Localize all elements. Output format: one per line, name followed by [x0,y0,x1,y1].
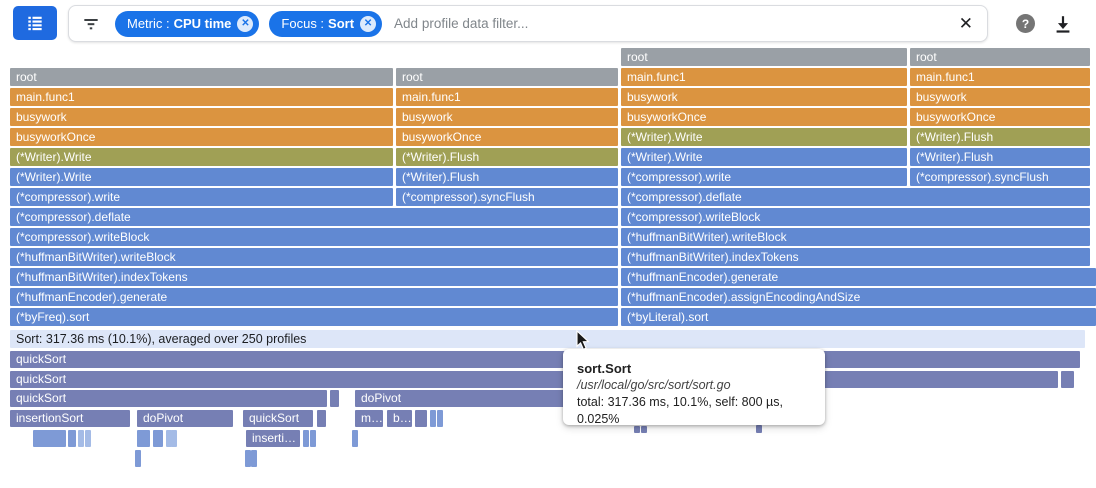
chip-close-icon[interactable]: ✕ [237,15,254,32]
flame-cell[interactable]: by… [387,410,412,427]
chip-close-icon[interactable]: ✕ [360,15,377,32]
flame-cell[interactable]: busyworkOnce [910,108,1090,126]
flame-cell[interactable]: main.func1 [621,68,907,86]
flame-cell[interactable]: busywork [396,108,618,126]
tooltip-function-name: sort.Sort [577,361,632,376]
filter-chip-metric[interactable]: Metric : CPU time ✕ [115,10,260,37]
flame-cell[interactable]: (*Writer).Write [621,128,907,146]
flame-cell[interactable]: (*byLiteral).sort [621,308,1096,326]
flame-cell[interactable]: (*byFreq).sort [10,308,618,326]
flame-cell-fragment[interactable] [641,426,647,433]
mouse-cursor [576,330,590,351]
download-icon[interactable] [1052,13,1074,35]
flame-cell[interactable]: (*Writer).Flush [396,148,618,166]
filter-bar: Metric : CPU time ✕ Focus : Sort ✕ ✕ [68,5,988,42]
flame-cell[interactable]: (*Writer).Write [621,148,907,166]
flame-cell[interactable]: (*compressor).write [621,168,907,186]
help-icon[interactable]: ? [1016,14,1035,33]
tooltip-stats: total: 317.36 ms, 10.1%, self: 800 µs, 0… [577,395,783,426]
flame-cell[interactable]: (*huffmanBitWriter).writeBlock [10,248,618,266]
flame-cell[interactable]: busywork [910,88,1090,106]
flame-cell-fragment[interactable] [330,390,339,407]
flame-cell-fragment[interactable] [303,430,309,447]
list-icon [28,16,42,31]
flame-cell-fragment[interactable] [245,450,251,467]
flame-cell[interactable]: (*Writer).Flush [910,148,1090,166]
flame-cell[interactable]: quickSort [10,351,1080,368]
flame-cell[interactable]: (*compressor).syncFlush [396,188,618,206]
flame-cell-fragment[interactable] [137,430,150,447]
flame-cell[interactable]: (*huffmanBitWriter).indexTokens [621,248,1090,266]
chip-label: Metric : [127,16,170,31]
flame-cell[interactable]: (*compressor).writeBlock [621,208,1090,226]
flame-cell[interactable]: me… [355,410,383,427]
tooltip: sort.Sort /usr/local/go/src/sort/sort.go… [563,349,825,426]
flame-cell[interactable]: busyworkOnce [10,128,393,146]
flame-cell[interactable]: (*huffmanEncoder).generate [621,268,1096,286]
flame-cell[interactable]: quickSort [243,410,313,427]
flame-cell[interactable]: root [396,68,618,86]
toolbar: Metric : CPU time ✕ Focus : Sort ✕ ✕ ? [0,0,1096,47]
flame-cell[interactable]: main.func1 [396,88,618,106]
flame-cell[interactable]: main.func1 [910,68,1090,86]
flame-cell-fragment[interactable] [85,430,91,447]
flame-cell-fragment[interactable] [634,426,640,433]
flame-cell-fragment[interactable] [78,430,84,447]
flame-cell-fragment[interactable] [430,410,436,427]
flame-cell[interactable]: main.func1 [10,88,393,106]
profile-list-button[interactable] [13,6,57,40]
flame-cell-fragment[interactable] [171,430,177,447]
flame-cell[interactable]: busywork [10,108,393,126]
flame-cell[interactable]: (*huffmanBitWriter).indexTokens [10,268,618,286]
flame-cell[interactable]: (*huffmanBitWriter).writeBlock [621,228,1090,246]
flame-cell[interactable]: root [10,68,393,86]
flame-cell[interactable]: root [621,48,907,66]
flame-cell-fragment[interactable] [33,430,66,447]
flame-cell[interactable]: (*compressor).write [10,188,393,206]
flame-cell-fragment[interactable] [153,430,163,447]
flame-cell-fragment[interactable] [68,430,76,447]
flame-cell[interactable]: busyworkOnce [396,128,618,146]
flame-cell[interactable]: quickSort [10,390,327,407]
flame-cell[interactable]: (*Writer).Write [10,148,393,166]
flame-cell-fragment[interactable] [1061,371,1074,388]
flame-cell[interactable]: doPivot [137,410,233,427]
filter-list-icon[interactable] [81,14,101,34]
flame-cell-fragment[interactable] [135,450,141,467]
tooltip-source-path: /usr/local/go/src/sort/sort.go [577,378,731,392]
chip-value: CPU time [173,16,232,31]
flame-cell-fragment[interactable] [317,410,326,427]
flame-cell[interactable]: (*compressor).writeBlock [10,228,618,246]
chip-label: Focus : [281,16,325,31]
flame-cell-fragment[interactable] [415,410,427,427]
filter-input[interactable] [392,15,949,32]
flame-cell[interactable]: insertionSort [10,410,130,427]
flame-cell[interactable]: (*Writer).Flush [396,168,618,186]
flame-cell[interactable]: (*huffmanEncoder).generate [10,288,618,306]
flame-cell-fragment[interactable] [310,430,316,447]
flame-cell[interactable]: busyworkOnce [621,108,907,126]
flame-cell[interactable]: (*Writer).Flush [910,128,1090,146]
chip-value: Sort [328,16,355,31]
flame-cell[interactable]: (*compressor).deflate [621,188,1090,206]
flame-cell[interactable]: (*Writer).Write [10,168,393,186]
filter-chip-focus[interactable]: Focus : Sort ✕ [269,10,383,37]
flame-cell[interactable]: (*huffmanEncoder).assignEncodingAndSize [621,288,1096,306]
flame-cell[interactable]: quickSort [10,371,1058,388]
flame-cell[interactable]: Sort: 317.36 ms (10.1%), averaged over 2… [10,330,1085,348]
flame-cell-fragment[interactable] [437,410,443,427]
flame-cell[interactable]: root [910,48,1090,66]
flame-cell-fragment[interactable] [251,450,257,467]
flame-cell-fragment[interactable] [756,425,762,433]
flame-cell[interactable]: busywork [621,88,907,106]
flame-cell-fragment[interactable] [166,430,172,447]
flame-cell[interactable]: (*compressor).syncFlush [910,168,1090,186]
clear-filters-icon[interactable]: ✕ [958,13,973,33]
flame-cell[interactable]: (*compressor).deflate [10,208,618,226]
flame-cell[interactable]: inserti… [246,430,300,447]
flame-cell-fragment[interactable] [352,430,358,447]
